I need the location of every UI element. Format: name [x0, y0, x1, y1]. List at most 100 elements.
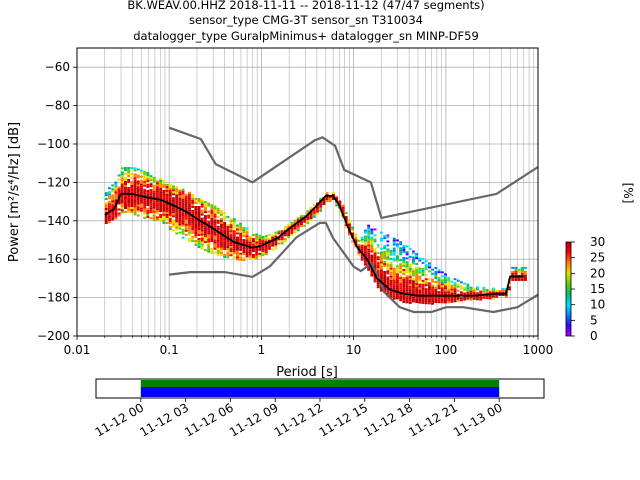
- density-cell: [479, 296, 483, 299]
- density-cell: [156, 212, 159, 215]
- density-cell: [213, 217, 217, 220]
- density-cell: [181, 198, 185, 201]
- density-cell: [242, 227, 246, 230]
- density-cell: [303, 218, 307, 221]
- density-cell: [108, 197, 111, 200]
- density-cell: [213, 235, 217, 238]
- density-cell: [380, 251, 383, 254]
- density-cell: [104, 202, 108, 204]
- density-cell: [191, 205, 195, 208]
- density-cell: [380, 247, 383, 250]
- density-cell: [415, 297, 419, 299]
- density-cell: [143, 208, 147, 211]
- density-cell: [447, 285, 451, 288]
- density-cell: [140, 189, 143, 192]
- density-cell: [226, 248, 230, 251]
- density-cell: [520, 266, 524, 269]
- density-cell: [108, 193, 111, 196]
- density-cell: [415, 273, 419, 275]
- density-cell: [284, 234, 287, 237]
- density-cell: [389, 271, 393, 274]
- density-cell: [376, 274, 380, 277]
- density-cell: [178, 201, 182, 204]
- density-cell: [168, 212, 172, 214]
- colorbar-tick-label: 25: [590, 251, 605, 265]
- density-cell: [220, 251, 223, 254]
- density-cell: [210, 220, 214, 223]
- density-cell: [178, 199, 182, 202]
- density-cell: [258, 236, 262, 239]
- density-cell: [392, 271, 396, 274]
- density-cell: [226, 252, 230, 255]
- density-cell: [306, 216, 310, 219]
- density-cell: [450, 300, 454, 303]
- density-cell: [456, 299, 460, 302]
- plot-frame: [76, 47, 539, 337]
- density-cell: [386, 266, 390, 269]
- density-cell: [328, 196, 332, 198]
- density-cell: [172, 201, 175, 204]
- density-cell: [136, 206, 140, 209]
- density-cell: [204, 239, 207, 242]
- density-cell: [421, 301, 425, 304]
- density-cell: [143, 190, 147, 193]
- density-cell: [245, 255, 249, 258]
- density-cell: [156, 180, 159, 183]
- density-cell: [108, 191, 111, 194]
- density-cell: [200, 243, 204, 246]
- density-cell: [165, 222, 169, 224]
- density-cell: [220, 229, 223, 232]
- density-cell: [389, 287, 393, 290]
- density-cell: [229, 248, 233, 251]
- density-cell: [229, 232, 233, 235]
- density-cell: [418, 291, 422, 294]
- density-cell: [133, 195, 137, 198]
- density-cell: [172, 199, 175, 202]
- density-cell: [149, 201, 153, 204]
- density-cell: [444, 297, 447, 300]
- density-cell: [447, 279, 451, 282]
- density-cell: [466, 293, 470, 296]
- density-cell: [402, 247, 406, 249]
- density-cell: [319, 203, 323, 206]
- density-cell: [213, 231, 217, 234]
- density-cell: [450, 284, 454, 287]
- density-cell: [117, 202, 121, 205]
- density-cell: [383, 263, 387, 265]
- density-cell: [453, 298, 457, 301]
- density-cell: [399, 271, 403, 274]
- density-cell: [165, 216, 169, 218]
- density-cell: [488, 295, 492, 298]
- density-cell: [373, 238, 377, 241]
- colorbar-tick-label: 0: [590, 329, 598, 343]
- density-cell: [156, 184, 159, 187]
- density-cell: [242, 241, 246, 244]
- density-cell: [418, 301, 422, 304]
- density-cell: [392, 283, 396, 286]
- density-cell: [127, 181, 131, 183]
- density-cell: [223, 232, 227, 234]
- density-cell: [364, 231, 367, 234]
- density-cell: [367, 228, 371, 231]
- density-cell: [207, 220, 211, 223]
- density-cell: [120, 189, 124, 192]
- density-cell: [188, 207, 191, 210]
- density-cell: [213, 209, 217, 212]
- density-cell: [197, 228, 201, 230]
- density-cell: [229, 252, 233, 255]
- density-cell: [184, 217, 188, 220]
- density-cell: [268, 245, 271, 248]
- density-cell: [175, 216, 179, 219]
- density-cell: [431, 272, 435, 275]
- density-cell: [261, 250, 265, 253]
- y-tick-label: −100: [37, 137, 70, 151]
- density-cell: [149, 211, 153, 214]
- title-line-2: sensor_type CMG-3T sensor_sn T310034: [189, 13, 423, 27]
- density-cell: [367, 254, 371, 257]
- density-cell: [172, 189, 175, 192]
- density-cell: [181, 196, 185, 199]
- density-cell: [447, 299, 451, 302]
- density-cell: [194, 210, 198, 212]
- density-cell: [402, 251, 406, 253]
- density-cell: [162, 181, 166, 184]
